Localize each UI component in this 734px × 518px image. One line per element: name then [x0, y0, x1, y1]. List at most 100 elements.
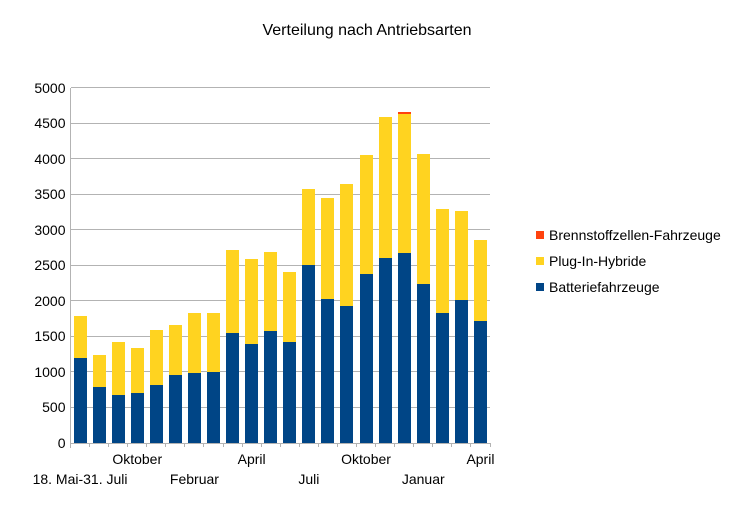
y-axis-tick-label: 5000 — [34, 79, 66, 96]
x-axis-tick — [470, 443, 472, 447]
x-axis-tick — [89, 443, 91, 447]
bar-segment-batteriefahrzeuge — [73, 358, 87, 443]
bar-segment-batteriefahrzeuge — [226, 332, 240, 443]
y-axis-tick-label: 4500 — [34, 115, 66, 132]
bar-segment-plug-in-hybride — [416, 153, 430, 285]
x-axis-tick — [413, 443, 415, 447]
bar-segment-batteriefahrzeuge — [168, 375, 182, 443]
bar-segment-batteriefahrzeuge — [130, 393, 144, 443]
bar-segment-plug-in-hybride — [187, 312, 201, 373]
x-axis-tick — [356, 443, 358, 447]
bar-segment-plug-in-hybride — [321, 197, 335, 299]
bar-segment-batteriefahrzeuge — [397, 253, 411, 443]
bar-segment-plug-in-hybride — [454, 210, 468, 301]
gridline — [70, 371, 490, 373]
bar-segment-batteriefahrzeuge — [378, 258, 392, 443]
x-axis-tick — [222, 443, 224, 447]
bar-segment-plug-in-hybride — [264, 251, 278, 331]
gridline — [70, 158, 490, 160]
bar-segment-plug-in-hybride — [283, 272, 297, 343]
chart-title: Verteilung nach Antriebsarten — [262, 22, 472, 39]
y-axis-tick-label: 2500 — [34, 257, 66, 274]
gridline — [70, 264, 490, 266]
y-axis-tick-label: 1500 — [34, 328, 66, 345]
bar-segment-batteriefahrzeuge — [454, 300, 468, 443]
y-axis-tick-label: 4000 — [34, 150, 66, 167]
gridline — [70, 406, 490, 408]
bar-segment-plug-in-hybride — [435, 209, 449, 313]
bar-segment-plug-in-hybride — [168, 324, 182, 376]
y-axis-tick-label: 3000 — [34, 221, 66, 238]
bar-segment-plug-in-hybride — [378, 117, 392, 259]
bar-segment-brennstoffzellen-fahrzeuge — [397, 111, 411, 114]
legend-swatch-icon — [536, 231, 544, 239]
x-axis-tick — [432, 443, 434, 447]
x-axis-tick — [279, 443, 281, 447]
gridline — [70, 335, 490, 337]
bar-segment-batteriefahrzeuge — [416, 284, 430, 443]
x-axis-tick — [336, 443, 338, 447]
legend-item: Plug-In-Hybride — [536, 253, 646, 269]
legend-label: Brennstoffzellen-Fahrzeuge — [549, 227, 721, 243]
y-axis-tick-label: 1000 — [34, 363, 66, 380]
bar-segment-plug-in-hybride — [226, 250, 240, 333]
bar-segment-plug-in-hybride — [73, 315, 87, 359]
bar-segment-batteriefahrzeuge — [321, 298, 335, 443]
x-axis-tick — [375, 443, 377, 447]
legend-label: Plug-In-Hybride — [549, 253, 647, 269]
bar-segment-batteriefahrzeuge — [302, 265, 316, 443]
legend-item: Brennstoffzellen-Fahrzeuge — [536, 227, 721, 243]
x-axis-tick-label: Februar — [169, 471, 219, 487]
x-axis-tick — [298, 443, 300, 447]
bar-segment-batteriefahrzeuge — [149, 384, 163, 443]
bar-segment-batteriefahrzeuge — [92, 386, 106, 443]
bar-segment-plug-in-hybride — [473, 239, 487, 321]
legend-label: Batteriefahrzeuge — [549, 279, 660, 295]
x-axis-tick — [394, 443, 396, 447]
x-axis-tick-label: April — [466, 451, 495, 467]
bar-segment-plug-in-hybride — [245, 258, 259, 345]
bar-segment-plug-in-hybride — [92, 354, 106, 387]
bar-segment-plug-in-hybride — [397, 113, 411, 254]
x-axis-tick — [489, 443, 491, 447]
bar-segment-batteriefahrzeuge — [245, 344, 259, 443]
bar-segment-batteriefahrzeuge — [340, 305, 354, 443]
x-axis-tick — [165, 443, 167, 447]
x-axis-tick — [127, 443, 129, 447]
legend-swatch-icon — [536, 257, 544, 265]
bar-segment-batteriefahrzeuge — [283, 342, 297, 443]
bar-segment-batteriefahrzeuge — [111, 395, 125, 443]
x-axis-tick — [146, 443, 148, 447]
bar-segment-plug-in-hybride — [130, 347, 144, 394]
x-axis-tick-label: Juli — [298, 471, 320, 487]
y-axis-tick-label: 2000 — [34, 292, 66, 309]
x-axis-tick-label: April — [237, 451, 266, 467]
y-axis-tick-label: 3500 — [34, 186, 66, 203]
gridline — [70, 122, 490, 124]
x-axis-tick — [241, 443, 243, 447]
bar-segment-batteriefahrzeuge — [264, 330, 278, 443]
x-axis-tick — [70, 443, 71, 447]
x-axis-tick-label: Oktober — [341, 451, 391, 467]
x-axis-tick — [317, 443, 319, 447]
gridline — [70, 229, 490, 231]
gridline — [70, 87, 490, 88]
legend-item: Batteriefahrzeuge — [536, 279, 660, 295]
y-axis-tick-label: 500 — [42, 399, 66, 416]
x-axis-tick-label: 18. Mai-31. Juli — [32, 471, 128, 487]
bar-segment-plug-in-hybride — [207, 312, 220, 372]
y-axis-line — [70, 87, 71, 448]
bar-segment-batteriefahrzeuge — [435, 312, 449, 443]
bar-segment-plug-in-hybride — [359, 155, 373, 275]
x-axis-tick — [108, 443, 110, 447]
gridline — [70, 300, 490, 302]
x-axis-tick — [260, 443, 262, 447]
gridline — [70, 193, 490, 195]
bar-segment-plug-in-hybride — [149, 329, 163, 385]
x-axis-tick — [451, 443, 453, 447]
legend-swatch-icon — [536, 283, 544, 291]
bar-segment-batteriefahrzeuge — [359, 274, 373, 443]
bar-segment-plug-in-hybride — [340, 184, 354, 306]
x-axis-tick — [203, 443, 205, 447]
